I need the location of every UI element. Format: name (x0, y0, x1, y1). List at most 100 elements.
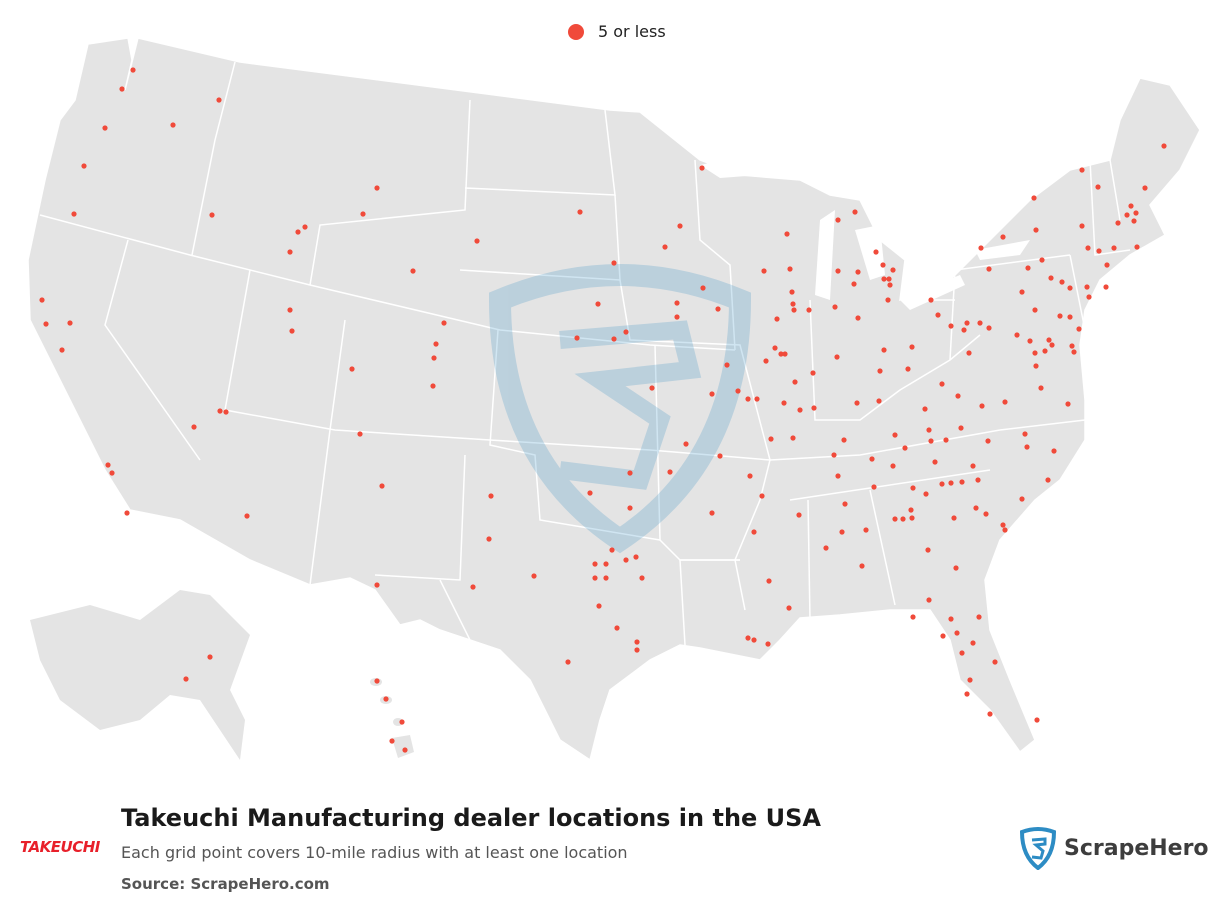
dealer-location-dot (1046, 337, 1052, 343)
dealer-location-dot (908, 507, 914, 513)
dealer-location-dot (964, 320, 970, 326)
dealer-location-dot (470, 584, 476, 590)
dealer-location-dot (909, 344, 915, 350)
dealer-location-dot (191, 424, 197, 430)
dealer-location-dot (964, 691, 970, 697)
dealer-location-dot (835, 473, 841, 479)
dealer-location-dot (1086, 294, 1092, 300)
dealer-location-dot (1111, 245, 1117, 251)
dealer-location-dot (623, 329, 629, 335)
dealer-location-dot (441, 320, 447, 326)
dealer-location-dot (207, 654, 213, 660)
map-title: Takeuchi Manufacturing dealer locations … (121, 804, 822, 832)
dealer-location-dot (402, 747, 408, 753)
dealer-location-dot (71, 211, 77, 217)
dealer-location-dot (709, 510, 715, 516)
dealer-location-dot (1065, 401, 1071, 407)
dealer-location-dot (876, 398, 882, 404)
dealer-location-dot (1049, 342, 1055, 348)
dealer-location-dot (953, 565, 959, 571)
hawaii-islands (370, 678, 414, 758)
dealer-location-dot (902, 445, 908, 451)
dealer-location-dot (223, 409, 229, 415)
dealer-location-dot (1134, 244, 1140, 250)
dealer-location-dot (863, 527, 869, 533)
map-source: Source: ScrapeHero.com (121, 875, 330, 893)
dealer-location-dot (709, 391, 715, 397)
dealer-location-dot (1002, 399, 1008, 405)
dealer-location-dot (966, 350, 972, 356)
dealer-location-dot (1095, 184, 1101, 190)
dealer-location-dot (839, 529, 845, 535)
dealer-location-dot (983, 511, 989, 517)
dealer-location-dot (987, 711, 993, 717)
dealer-location-dot (486, 536, 492, 542)
dealer-location-dot (374, 678, 380, 684)
dealer-location-dot (1128, 203, 1134, 209)
dealer-location-dot (905, 366, 911, 372)
dealer-location-dot (67, 320, 73, 326)
dealer-location-dot (700, 285, 706, 291)
dealer-location-dot (287, 307, 293, 313)
dealer-location-dot (302, 224, 308, 230)
dealer-location-dot (1051, 448, 1057, 454)
dealer-location-dot (1039, 257, 1045, 263)
dealer-location-dot (124, 510, 130, 516)
dealer-location-dot (977, 320, 983, 326)
dealer-location-dot (967, 677, 973, 683)
dealer-location-dot (790, 301, 796, 307)
dealer-dots (39, 67, 1167, 753)
dealer-location-dot (81, 163, 87, 169)
dealer-location-dot (759, 493, 765, 499)
dealer-location-dot (683, 441, 689, 447)
dealer-location-dot (1084, 284, 1090, 290)
dealer-location-dot (943, 437, 949, 443)
dealer-location-dot (851, 281, 857, 287)
dealer-location-dot (928, 438, 934, 444)
dealer-location-dot (662, 244, 668, 250)
dealer-location-dot (724, 362, 730, 368)
scrapehero-logo: ScrapeHero (1018, 826, 1209, 870)
dealer-location-dot (789, 289, 795, 295)
dealer-location-dot (1124, 212, 1130, 218)
dealer-location-dot (961, 327, 967, 333)
dealer-location-dot (1115, 220, 1121, 226)
dealer-location-dot (677, 223, 683, 229)
dealer-location-dot (792, 379, 798, 385)
dealer-location-dot (811, 405, 817, 411)
dealer-location-dot (170, 122, 176, 128)
dealer-location-dot (1067, 285, 1073, 291)
scrapehero-shield-icon (1019, 827, 1057, 870)
dealer-location-dot (119, 86, 125, 92)
dealer-location-dot (979, 403, 985, 409)
dealer-location-dot (923, 491, 929, 497)
dealer-location-dot (959, 479, 965, 485)
dealer-location-dot (831, 452, 837, 458)
dealer-location-dot (209, 212, 215, 218)
dealer-location-dot (474, 238, 480, 244)
dealer-location-dot (1085, 245, 1091, 251)
dealer-location-dot (596, 603, 602, 609)
dealer-location-dot (973, 505, 979, 511)
dealer-location-dot (1079, 223, 1085, 229)
dealer-location-dot (886, 276, 892, 282)
dealer-location-dot (389, 738, 395, 744)
dealer-location-dot (910, 614, 916, 620)
dealer-location-dot (699, 165, 705, 171)
dealer-location-dot (1033, 227, 1039, 233)
dealer-location-dot (1103, 284, 1109, 290)
dealer-location-dot (892, 432, 898, 438)
dealer-location-dot (430, 383, 436, 389)
dealer-location-dot (105, 462, 111, 468)
dealer-location-dot (357, 431, 363, 437)
dealer-location-dot (880, 262, 886, 268)
dealer-location-dot (873, 249, 879, 255)
dealer-location-dot (349, 366, 355, 372)
dealer-location-dot (1033, 363, 1039, 369)
dealer-location-dot (790, 435, 796, 441)
dealer-location-dot (627, 505, 633, 511)
dealer-location-dot (940, 633, 946, 639)
dealer-location-dot (986, 325, 992, 331)
dealer-location-dot (978, 245, 984, 251)
dealer-location-dot (1142, 185, 1148, 191)
